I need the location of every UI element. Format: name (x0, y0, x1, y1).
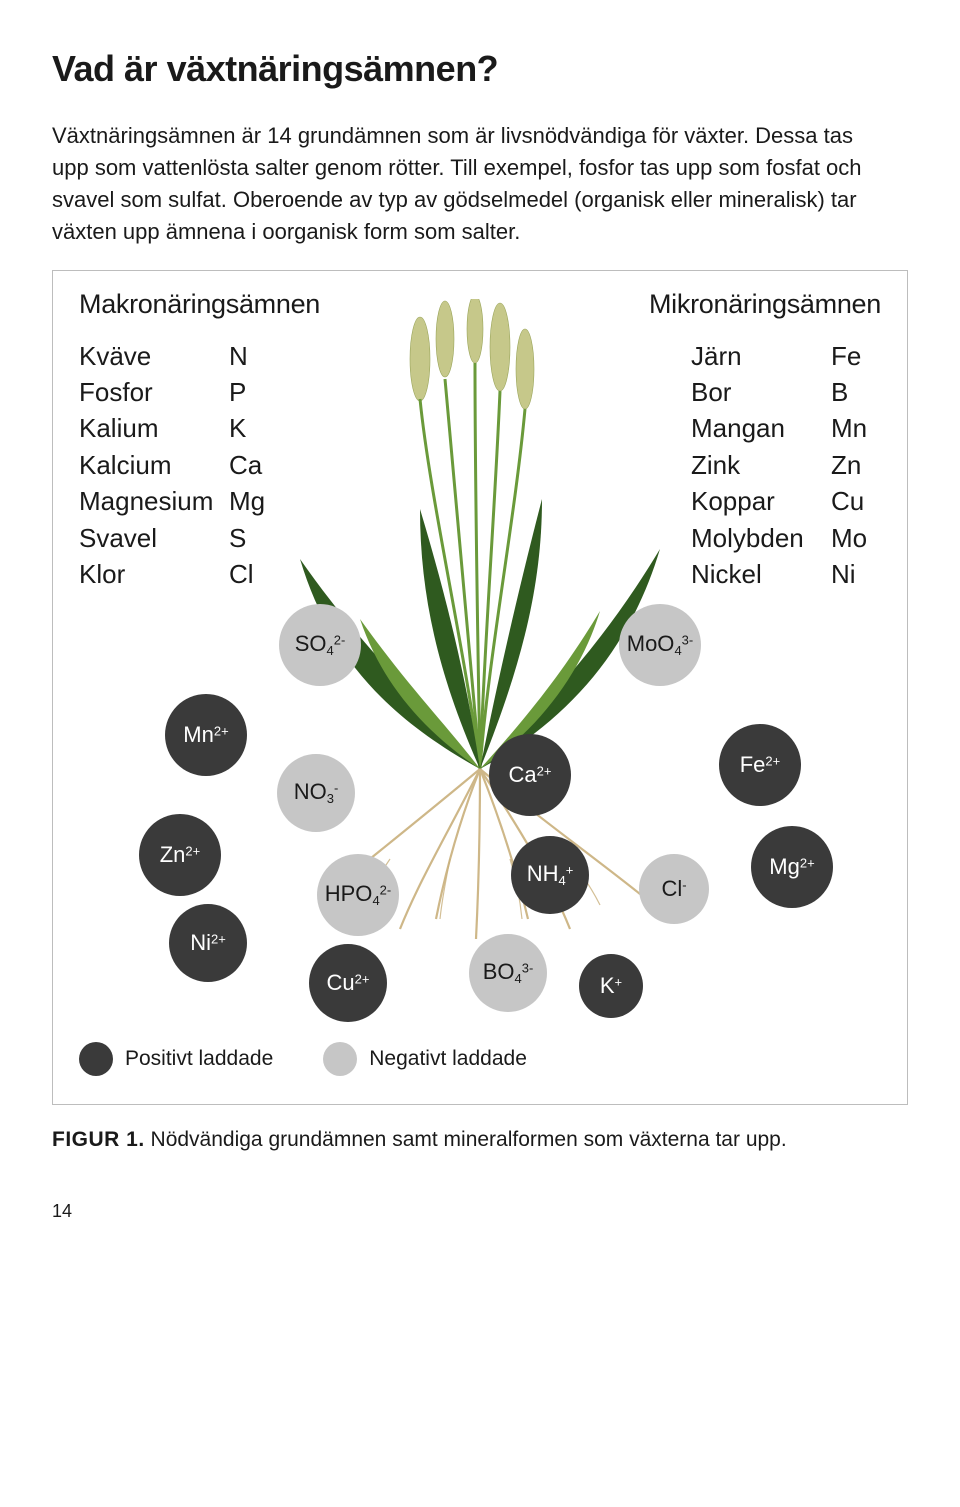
nutrient-name: Magnesium (79, 483, 229, 519)
ion-formula: Cl- (661, 878, 686, 900)
nutrient-name: Kalcium (79, 447, 229, 483)
ion-formula: Cu2+ (327, 972, 370, 994)
nutrient-symbol: B (831, 374, 881, 410)
nutrient-name: Kalium (79, 410, 229, 446)
ion-bubble: Ca2+ (489, 734, 571, 816)
ion-bubble: HPO42- (317, 854, 399, 936)
nutrient-name: Bor (691, 374, 831, 410)
nutrient-row: MolybdenMo (512, 520, 881, 556)
nutrient-row: SvavelS (79, 520, 448, 556)
nutrient-row: KväveN (79, 338, 448, 374)
nutrient-symbol: N (229, 338, 279, 374)
ion-bubble: K+ (579, 954, 643, 1018)
legend-negative-label: Negativt laddade (369, 1047, 527, 1071)
ion-bubble: Fe2+ (719, 724, 801, 806)
ion-field: SO42- MoO43- Mn2+ NO3- Ca2+ Fe2+ Zn2+ HPO42- NH4… (79, 604, 881, 1034)
ion-formula: SO42- (295, 633, 346, 657)
nutrient-row: ZinkZn (512, 447, 881, 483)
nutrient-name: Klor (79, 556, 229, 592)
ion-bubble: Ni2+ (169, 904, 247, 982)
ion-formula: Fe2+ (740, 754, 781, 776)
ion-formula: Mn2+ (183, 724, 228, 746)
nutrient-row: KaliumK (79, 410, 448, 446)
nutrient-symbol: S (229, 520, 279, 556)
nutrient-name: Mangan (691, 410, 831, 446)
nutrient-row: JärnFe (512, 338, 881, 374)
nutrient-row: KalciumCa (79, 447, 448, 483)
nutrient-name: Molybden (691, 520, 831, 556)
nutrient-row: BorB (512, 374, 881, 410)
nutrient-symbol: Cl (229, 556, 279, 592)
intro-paragraph: Växtnäringsämnen är 14 grundämnen som är… (52, 120, 892, 248)
nutrient-row: KopparCu (512, 483, 881, 519)
ion-formula: K+ (600, 975, 622, 997)
nutrient-name: Zink (691, 447, 831, 483)
nutrient-row: ManganMn (512, 410, 881, 446)
ion-formula: Ca2+ (509, 764, 552, 786)
nutrient-symbol: Zn (831, 447, 881, 483)
figure-label: FIGUR 1. (52, 1128, 145, 1151)
ion-bubble: BO43- (469, 934, 547, 1012)
ion-bubble: Mn2+ (165, 694, 247, 776)
legend-positive: Positivt laddade (79, 1042, 273, 1076)
ion-formula: MoO43- (627, 633, 693, 657)
nutrient-symbol: Mg (229, 483, 279, 519)
nutrient-row: NickelNi (512, 556, 881, 592)
macro-heading: Makronäringsämnen (79, 289, 448, 320)
nutrient-symbol: Mn (831, 410, 881, 446)
ion-formula: Mg2+ (769, 856, 814, 878)
micro-column: Mikronäringsämnen JärnFeBorBManganMnZink… (512, 289, 881, 593)
ion-bubble: SO42- (279, 604, 361, 686)
ion-bubble: Mg2+ (751, 826, 833, 908)
nutrient-symbol: Ca (229, 447, 279, 483)
nutrient-name: Svavel (79, 520, 229, 556)
ion-bubble: NH4+ (511, 836, 589, 914)
nutrient-symbol: Mo (831, 520, 881, 556)
ion-formula: Zn2+ (160, 844, 201, 866)
nutrient-symbol: Ni (831, 556, 881, 592)
ion-formula: NH4+ (527, 863, 574, 887)
nutrient-row: FosforP (79, 374, 448, 410)
nutrient-symbol: Cu (831, 483, 881, 519)
legend: Positivt laddade Negativt laddade (79, 1042, 881, 1076)
nutrient-symbol: K (229, 410, 279, 446)
ion-bubble: Cu2+ (309, 944, 387, 1022)
nutrient-row: MagnesiumMg (79, 483, 448, 519)
nutrient-name: Koppar (691, 483, 831, 519)
nutrient-row: KlorCl (79, 556, 448, 592)
macro-column: Makronäringsämnen KväveNFosforPKaliumKKa… (79, 289, 448, 593)
nutrient-name: Kväve (79, 338, 229, 374)
ion-bubble: Cl- (639, 854, 709, 924)
ion-bubble: NO3- (277, 754, 355, 832)
ion-bubble: Zn2+ (139, 814, 221, 896)
page-number: 14 (52, 1201, 908, 1222)
page-title: Vad är växtnäringsämnen? (52, 48, 908, 90)
figure-caption: FIGUR 1. Nödvändiga grundämnen samt mine… (52, 1125, 908, 1154)
legend-positive-label: Positivt laddade (125, 1047, 273, 1071)
ion-formula: HPO42- (325, 883, 391, 907)
figure-caption-text: Nödvändiga grundämnen samt mineralformen… (145, 1128, 787, 1151)
figure-box: Makronäringsämnen KväveNFosforPKaliumKKa… (52, 270, 908, 1106)
nutrient-name: Fosfor (79, 374, 229, 410)
ion-bubble: MoO43- (619, 604, 701, 686)
nutrient-name: Nickel (691, 556, 831, 592)
swatch-positive (79, 1042, 113, 1076)
nutrient-symbol: Fe (831, 338, 881, 374)
micro-heading: Mikronäringsämnen (512, 289, 881, 320)
legend-negative: Negativt laddade (323, 1042, 527, 1076)
ion-formula: NO3- (294, 781, 339, 805)
nutrient-name: Järn (691, 338, 831, 374)
nutrient-symbol: P (229, 374, 279, 410)
swatch-negative (323, 1042, 357, 1076)
ion-formula: Ni2+ (190, 932, 226, 954)
ion-formula: BO43- (483, 961, 534, 985)
